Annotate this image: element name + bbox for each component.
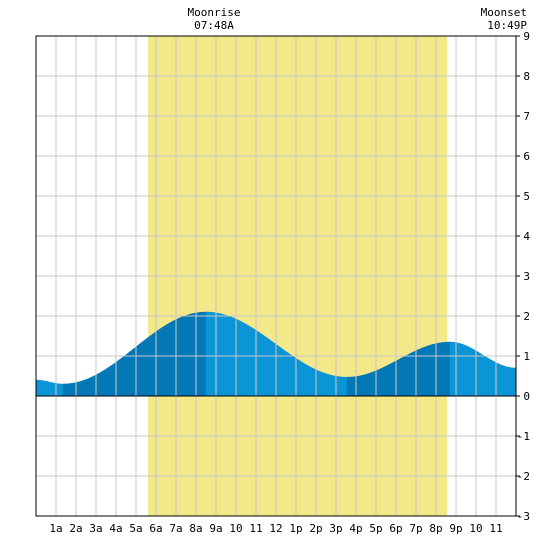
x-tick-label: 4a [109,522,122,535]
grid-layer [36,36,516,516]
y-tick-label: -3 [517,510,530,523]
moonset-label: Moonset [481,6,527,19]
y-tick-label: 8 [523,70,530,83]
moonset-time: 10:49P [487,19,527,32]
y-tick-label: 2 [523,310,530,323]
x-tick-label: 11 [249,522,262,535]
y-tick-label: -1 [517,430,530,443]
x-tick-label: 9a [209,522,222,535]
moonrise-time: 07:48A [194,19,234,32]
x-tick-label: 5a [129,522,142,535]
x-tick-label: 4p [349,522,362,535]
x-tick-label: 11 [489,522,502,535]
x-tick-label: 3p [329,522,342,535]
x-tick-label: 6p [389,522,402,535]
y-tick-label: 7 [523,110,530,123]
x-tick-label: 1a [49,522,62,535]
y-tick-label: 3 [523,270,530,283]
x-tick-label: 12 [269,522,282,535]
x-tick-label: 8p [429,522,442,535]
y-tick-label: -2 [517,470,530,483]
x-tick-label: 6a [149,522,162,535]
y-tick-label: 9 [523,30,530,43]
x-tick-label: 3a [89,522,102,535]
x-tick-label: 7p [409,522,422,535]
x-tick-label: 8a [189,522,202,535]
x-tick-label: 2p [309,522,322,535]
x-tick-label: 9p [449,522,462,535]
y-tick-label: 1 [523,350,530,363]
x-tick-label: 5p [369,522,382,535]
y-tick-label: 4 [523,230,530,243]
y-tick-label: 6 [523,150,530,163]
x-tick-label: 10 [229,522,242,535]
x-tick-label: 1p [289,522,302,535]
x-tick-label: 7a [169,522,182,535]
y-tick-label: 0 [523,390,530,403]
x-tick-label: 10 [469,522,482,535]
y-axis: 9 8 7 6 5 4 3 2 1 0 -1 -2 -3 [516,30,530,523]
x-tick-label: 2a [69,522,82,535]
moonrise-label: Moonrise [188,6,241,19]
y-tick-label: 5 [523,190,530,203]
x-axis: 1a 2a 3a 4a 5a 6a 7a 8a 9a 10 11 12 1p 2p 3p 4p 5p 6p 7p 8p… [49,522,502,535]
